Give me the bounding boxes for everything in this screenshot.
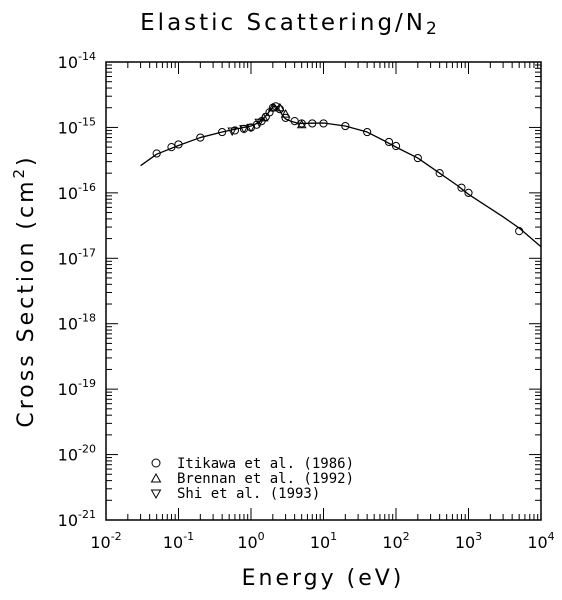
legend-label-0: Itikawa et al. (1986) [177,456,354,472]
x-tick-labels: 10-2 10-1 100 101 102 103 104 [90,530,554,552]
x-tick-label: 102 [382,530,409,552]
data-point-brennan [274,102,285,112]
data-point-itikawa [319,119,328,128]
axis-ticks [105,61,542,521]
chart-title-subscript: 2 [426,19,440,39]
x-tick-label: 104 [527,530,554,552]
y-axis-label-superscript: 2 [10,166,28,179]
data-point-itikawa [391,141,401,151]
legend-marker-circle [151,458,161,468]
data-point-itikawa [218,127,227,137]
y-tick-label: 10-16 [58,181,96,203]
data-point-brennan [296,119,307,129]
y-tick-label: 10-20 [58,443,96,465]
y-axis-label: Cross Section (cm2) [10,154,39,427]
data-point-itikawa [363,127,372,137]
data-point-itikawa [515,227,524,236]
y-tick-label: 10-15 [58,115,96,137]
data-point-itikawa [196,133,205,142]
data-point-itikawa [435,169,444,178]
x-tick-label: 10-2 [90,530,121,552]
x-tick-label: 10-1 [163,530,194,552]
data-points [152,102,524,236]
data-point-itikawa [230,126,240,135]
y-tick-label: 10-21 [58,508,96,530]
data-point-itikawa [281,113,290,122]
data-point-shi [239,125,249,134]
x-tick-label: 103 [455,530,482,552]
data-point-brennan [280,109,291,118]
legend-marker-triangle-down [150,489,162,500]
data-point-itikawa [464,188,473,197]
y-tick-label: 10-17 [58,246,96,268]
data-point-itikawa [341,121,350,131]
legend: Itikawa et al. (1986) Brennan et al. (19… [150,456,354,502]
x-axis-label: Energy (eV) [242,566,405,591]
data-point-itikawa [167,143,176,152]
data-point-itikawa [413,153,422,163]
fit-curve-group [140,105,542,248]
plot-frame [105,61,542,521]
y-tick-labels: 10-21 10-20 10-19 10-18 10-17 10-16 10-15 10-14 [58,50,96,530]
legend-label-1: Brennan et al. (1992) [177,471,354,487]
data-point-itikawa [174,140,183,149]
data-point-itikawa [152,149,161,158]
data-point-shi [246,123,256,133]
y-tick-label: 10-18 [58,312,96,334]
legend-marker-triangle-up [150,472,162,483]
y-tick-label: 10-19 [58,377,96,399]
data-point-brennan [267,102,278,112]
legend-label-2: Shi et al. (1993) [177,486,320,502]
data-point-shi [227,127,238,137]
fit-curve [140,105,542,248]
y-tick-label: 10-14 [58,50,96,72]
data-point-shi [254,118,265,128]
x-tick-label: 101 [310,530,337,552]
data-point-itikawa [308,119,317,128]
data-point-itikawa [457,183,466,192]
chart-title: Elastic Scattering/N2 [140,10,440,39]
data-point-itikawa [290,116,299,126]
data-point-brennan [258,112,269,122]
x-tick-label: 100 [237,530,264,552]
data-point-itikawa [384,137,394,147]
